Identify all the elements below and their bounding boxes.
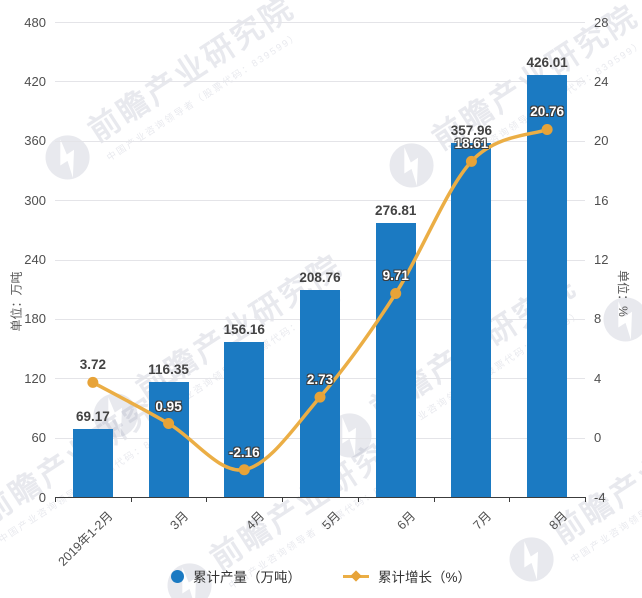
y-axis-tick-label-left: 120 bbox=[24, 370, 46, 386]
bar-value-label: 116.35 bbox=[148, 361, 189, 377]
y-axis-tick-label-right: -4 bbox=[594, 489, 606, 505]
x-axis-tick bbox=[509, 497, 511, 502]
line-marker bbox=[541, 123, 553, 135]
bar-value-label: 357.96 bbox=[450, 122, 493, 138]
x-axis-tick bbox=[206, 497, 208, 502]
x-axis-tick bbox=[585, 497, 586, 502]
y-axis-tick-label-right: 24 bbox=[594, 73, 609, 89]
y-axis-tick-label-left: 240 bbox=[24, 252, 46, 267]
x-axis-tick bbox=[55, 497, 56, 502]
gridline bbox=[55, 81, 585, 83]
bar bbox=[72, 428, 113, 497]
line-marker bbox=[314, 391, 326, 403]
bar-value-label: 208.76 bbox=[299, 270, 341, 286]
y-axis-tick-label-left: 480 bbox=[24, 14, 46, 30]
gridline bbox=[55, 22, 585, 23]
bar bbox=[148, 381, 189, 497]
x-axis-tick bbox=[433, 497, 435, 502]
bar-value-label: 156.16 bbox=[223, 322, 265, 338]
y-axis-tick-label-left: 60 bbox=[31, 430, 46, 446]
line-marker bbox=[238, 464, 250, 476]
bar-value-label: 276.81 bbox=[375, 203, 417, 219]
x-axis-tick bbox=[282, 497, 284, 502]
gridline bbox=[55, 259, 585, 261]
gridline bbox=[55, 497, 585, 498]
line-value-label: 3.72 bbox=[79, 357, 106, 373]
y-axis-tick-label-left: 420 bbox=[24, 73, 46, 89]
bar-value-label: 69.17 bbox=[75, 408, 110, 424]
legend-label-growth: 累计增长（%） bbox=[377, 570, 471, 585]
y-axis-tick-label-left: 360 bbox=[24, 133, 46, 149]
line-value-label: 9.71 bbox=[382, 268, 409, 284]
line-value-label: 2.73 bbox=[306, 372, 334, 388]
y-axis-tick-label-right: 4 bbox=[594, 370, 602, 386]
legend-item-production[interactable]: 累计产量（万吨） bbox=[170, 566, 301, 586]
y-axis-tick-label-left: 300 bbox=[24, 192, 46, 208]
line-path bbox=[92, 127, 548, 472]
y-axis-tick-label-right: 12 bbox=[594, 252, 609, 267]
line-value-label: 20.76 bbox=[530, 104, 565, 120]
bar bbox=[451, 142, 492, 497]
line-marker bbox=[390, 287, 402, 299]
x-axis-tick bbox=[357, 497, 359, 502]
line-series-swatch-icon bbox=[342, 570, 369, 583]
line-value-label: 0.95 bbox=[155, 398, 182, 414]
legend-item-growth[interactable]: 累计增长（%） bbox=[342, 566, 471, 586]
legend: 累计产量（万吨） 累计增长（%） bbox=[0, 566, 642, 586]
y-axis-tick-label-right: 8 bbox=[594, 311, 602, 327]
line-marker bbox=[465, 155, 477, 167]
bar-value-label: 426.01 bbox=[526, 55, 568, 71]
bar-series-swatch-icon bbox=[170, 569, 184, 583]
y-axis-tick-label-right: 20 bbox=[594, 133, 609, 149]
x-axis-tick bbox=[130, 497, 132, 502]
y-axis-tick-label-right: 0 bbox=[594, 430, 602, 446]
y-axis-tick-label-left: 180 bbox=[24, 311, 46, 327]
line-value-label: 18.61 bbox=[454, 136, 489, 152]
y-axis-tick-label-right: 28 bbox=[594, 14, 609, 30]
line-marker bbox=[163, 418, 175, 430]
y-axis-tick-label-left: 0 bbox=[38, 489, 46, 505]
legend-label-production: 累计产量（万吨） bbox=[192, 570, 301, 585]
line-value-label: -2.16 bbox=[228, 444, 260, 460]
gridline bbox=[55, 140, 585, 142]
gridline bbox=[55, 200, 585, 202]
y-axis-tick-label-right: 16 bbox=[594, 192, 609, 208]
line-marker bbox=[87, 376, 99, 388]
bar bbox=[527, 75, 568, 497]
